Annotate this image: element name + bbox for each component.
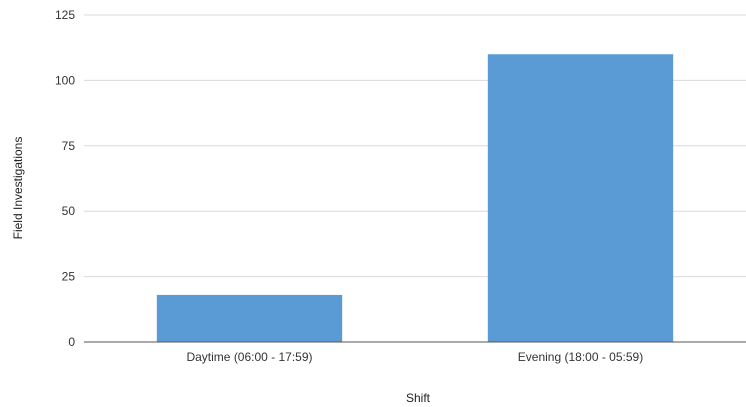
y-tick-label: 125	[55, 8, 75, 22]
axes: 0 25 50 75 100 125 Daytime (06:00 - 17:59) Even…	[55, 8, 746, 364]
bar	[487, 54, 674, 343]
y-tick-label: 0	[68, 335, 75, 349]
y-tick-label: 25	[62, 270, 76, 284]
y-tick-label: 100	[55, 73, 75, 87]
y-tick-label: 75	[62, 139, 76, 153]
bar	[156, 294, 343, 342]
x-axis-title: Shift	[406, 391, 431, 405]
y-tick-label: 50	[62, 204, 76, 218]
x-tick-label: Evening (18:00 - 05:59)	[518, 350, 643, 364]
x-tick-label: Daytime (06:00 - 17:59)	[186, 350, 312, 364]
bars	[156, 54, 674, 343]
y-axis-title: Field Investigations	[11, 137, 25, 240]
